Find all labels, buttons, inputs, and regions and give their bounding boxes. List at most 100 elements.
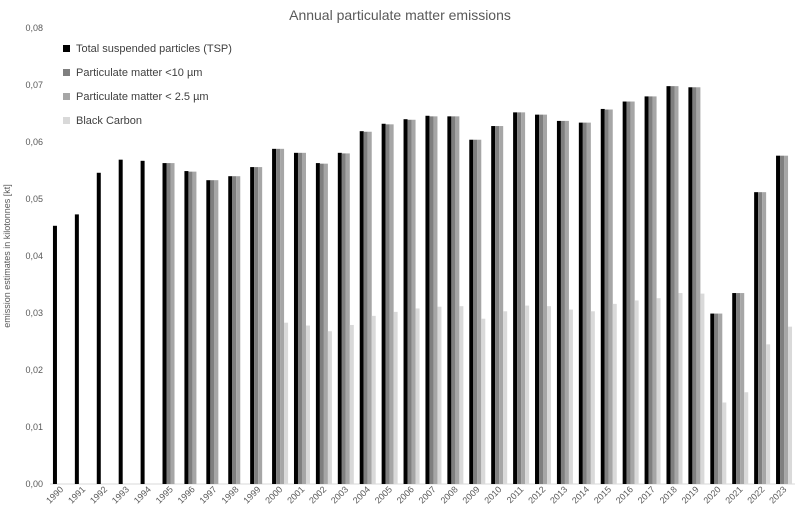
bar-pm10 bbox=[626, 101, 631, 484]
bar-bc bbox=[459, 306, 464, 484]
bar-bc bbox=[371, 315, 376, 484]
bar-pm25 bbox=[323, 163, 328, 484]
bar-pm10 bbox=[429, 116, 434, 484]
bar-bc bbox=[284, 322, 289, 484]
bar-bc bbox=[788, 326, 793, 484]
bar-bc bbox=[656, 298, 661, 484]
x-tick-label: 2017 bbox=[636, 484, 657, 505]
bar-tsp bbox=[74, 214, 79, 484]
bar-bc bbox=[503, 311, 508, 484]
bar-pm25 bbox=[762, 192, 767, 484]
legend-swatch bbox=[63, 93, 70, 100]
bar-tsp bbox=[644, 96, 649, 485]
y-tick-label: 0,01 bbox=[25, 422, 43, 432]
bar-pm25 bbox=[214, 180, 219, 484]
y-tick-label: 0,02 bbox=[25, 365, 43, 375]
bar-tsp bbox=[162, 163, 167, 484]
bar-pm25 bbox=[652, 96, 657, 485]
bar-pm25 bbox=[586, 122, 591, 485]
bar-pm10 bbox=[539, 114, 544, 484]
y-tick-label: 0,00 bbox=[25, 479, 43, 489]
bar-pm25 bbox=[301, 152, 306, 484]
legend-label: Total suspended particles (TSP) bbox=[76, 43, 232, 55]
bar-pm25 bbox=[367, 131, 372, 485]
bar-pm10 bbox=[363, 131, 368, 485]
x-tick-label: 2014 bbox=[570, 484, 591, 505]
bar-pm10 bbox=[714, 313, 719, 484]
x-tick-label: 1991 bbox=[66, 484, 87, 505]
bar-tsp bbox=[337, 152, 342, 484]
bar-tsp bbox=[425, 115, 430, 484]
bar-pm10 bbox=[473, 139, 478, 484]
bar-bc bbox=[766, 344, 771, 484]
bar-pm10 bbox=[210, 180, 215, 484]
bar-pm25 bbox=[718, 313, 723, 484]
bar-pm25 bbox=[630, 101, 635, 484]
bar-pm25 bbox=[170, 163, 175, 484]
x-tick-label: 2005 bbox=[373, 484, 394, 505]
y-tick-label: 0,07 bbox=[25, 80, 43, 90]
bar-pm10 bbox=[166, 163, 171, 484]
y-tick-label: 0,04 bbox=[25, 251, 43, 261]
y-tick-label: 0,08 bbox=[25, 23, 43, 33]
bar-bc bbox=[415, 308, 420, 484]
bar-bc bbox=[525, 305, 530, 484]
x-tick-label: 2001 bbox=[285, 484, 306, 505]
legend-swatch bbox=[63, 117, 70, 124]
bar-tsp bbox=[359, 131, 364, 485]
chart-title: Annual particulate matter emissions bbox=[289, 7, 511, 23]
x-tick-label: 2002 bbox=[307, 484, 328, 505]
x-tick-label: 1999 bbox=[241, 484, 262, 505]
x-tick-label: 2016 bbox=[614, 484, 635, 505]
bar-bc bbox=[678, 293, 683, 484]
legend-label: Particulate matter < 2.5 µm bbox=[76, 91, 209, 103]
y-axis-title: emission estimates in kilotonnes [kt] bbox=[2, 184, 12, 328]
bar-pm25 bbox=[192, 171, 197, 484]
bar-pm25 bbox=[740, 293, 745, 484]
legend-swatch bbox=[63, 45, 70, 52]
bar-pm25 bbox=[696, 87, 701, 484]
x-tick-label: 2021 bbox=[723, 484, 744, 505]
bar-bc bbox=[349, 324, 354, 484]
bar-pm10 bbox=[780, 155, 785, 484]
x-tick-label: 2018 bbox=[658, 484, 679, 505]
x-tick-label: 2000 bbox=[263, 484, 284, 505]
bar-pm10 bbox=[758, 192, 763, 484]
x-tick-label: 1995 bbox=[154, 484, 175, 505]
x-tick-label: 2010 bbox=[482, 484, 503, 505]
x-tick-label: 2012 bbox=[526, 484, 547, 505]
legend-label: Black Carbon bbox=[76, 115, 142, 127]
bar-bc bbox=[634, 300, 639, 484]
x-tick-label: 2007 bbox=[417, 484, 438, 505]
bar-pm25 bbox=[521, 112, 526, 485]
bar-pm10 bbox=[297, 152, 302, 484]
bar-bc bbox=[393, 311, 398, 484]
bar-tsp bbox=[206, 180, 211, 484]
bar-tsp bbox=[491, 126, 496, 484]
x-tick-label: 1997 bbox=[198, 484, 219, 505]
bar-pm10 bbox=[254, 167, 259, 484]
bar-pm10 bbox=[736, 293, 741, 484]
x-tick-label: 2011 bbox=[505, 484, 526, 505]
bar-pm25 bbox=[564, 120, 569, 484]
bar-tsp bbox=[250, 167, 255, 484]
bar-bc bbox=[305, 325, 310, 484]
bar-tsp bbox=[556, 120, 561, 484]
bar-tsp bbox=[118, 159, 123, 485]
y-tick-label: 0,06 bbox=[25, 137, 43, 147]
bar-tsp bbox=[622, 101, 627, 484]
bar-pm10 bbox=[495, 126, 500, 484]
bar-pm10 bbox=[692, 87, 697, 484]
x-tick-label: 2019 bbox=[680, 484, 701, 505]
bar-pm10 bbox=[188, 171, 193, 484]
bar-tsp bbox=[513, 112, 518, 485]
bar-pm10 bbox=[407, 119, 412, 485]
bar-tsp bbox=[52, 225, 57, 485]
bar-pm10 bbox=[517, 112, 522, 485]
bar-pm25 bbox=[280, 148, 285, 484]
bar-pm25 bbox=[455, 116, 460, 484]
x-tick-label: 2009 bbox=[460, 484, 481, 505]
bar-pm25 bbox=[543, 114, 548, 484]
bar-tsp bbox=[469, 139, 474, 484]
